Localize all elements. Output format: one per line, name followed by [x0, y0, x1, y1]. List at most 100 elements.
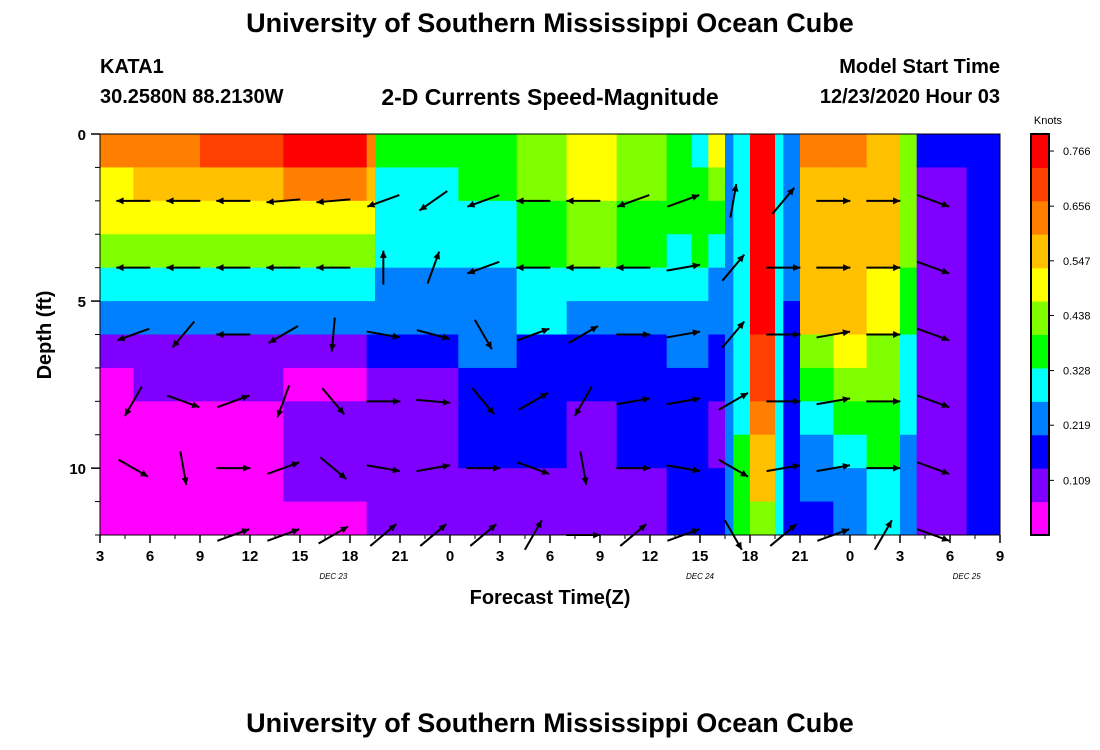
heatmap-cell	[725, 200, 734, 235]
current-vector	[116, 264, 151, 272]
heatmap-cell	[916, 367, 968, 402]
heatmap-cell	[666, 234, 693, 269]
heatmap-cell	[666, 434, 693, 469]
current-vector	[766, 397, 801, 405]
heatmap-cell	[916, 301, 968, 336]
heatmap-cell	[133, 334, 201, 369]
current-vector	[319, 456, 347, 480]
current-vector	[166, 264, 201, 272]
heatmap-cell	[916, 134, 968, 169]
heatmap-cell	[800, 134, 834, 169]
heatmap-cell	[616, 134, 668, 169]
heatmap-cell	[366, 267, 376, 302]
current-vector	[616, 464, 651, 472]
current-vector	[517, 327, 550, 342]
current-vector	[416, 329, 451, 341]
heatmap-cell	[775, 334, 784, 369]
heatmap-cell	[666, 468, 693, 503]
x-date-label: DEC 23	[319, 572, 348, 581]
current-vector	[573, 386, 593, 417]
heatmap-cell	[800, 234, 834, 269]
heatmap-cell	[375, 134, 459, 169]
heatmap-cell	[966, 334, 1000, 369]
colorbar-swatch	[1031, 468, 1049, 503]
heatmap-cell	[200, 401, 284, 436]
current-vector	[266, 198, 301, 206]
heatmap-cell	[775, 501, 784, 535]
heatmap-cell	[800, 367, 834, 402]
heatmap-cell	[566, 501, 618, 535]
heatmap-cell	[666, 267, 693, 302]
heatmap-cell	[833, 367, 868, 402]
heatmap-cell	[775, 401, 784, 436]
heatmap-cell	[133, 267, 201, 302]
current-vector	[917, 194, 950, 208]
heatmap-cell	[283, 468, 368, 503]
colorbar-frame	[1030, 133, 1050, 536]
current-vector	[467, 194, 500, 208]
current-vector	[518, 391, 549, 411]
current-vector	[666, 396, 701, 406]
current-vector	[419, 523, 447, 547]
heatmap-cell	[800, 401, 834, 436]
current-vector	[473, 319, 493, 350]
station-coordinates: 30.2580N 88.2130W	[100, 86, 284, 108]
colorbar-tick-label: 0.766	[1063, 146, 1091, 158]
heatmap-cell	[708, 367, 726, 402]
current-vector	[379, 250, 387, 285]
heatmap-cell	[666, 367, 693, 402]
current-vector	[721, 320, 746, 349]
current-vector	[866, 397, 901, 405]
heatmap-cell	[900, 134, 918, 169]
heatmap-cell	[750, 200, 776, 235]
heatmap-cell	[458, 367, 518, 402]
heatmap-cell	[708, 200, 726, 235]
heatmap-cell	[200, 501, 284, 535]
heatmap-cell	[666, 167, 693, 202]
heatmap-cell	[283, 367, 368, 402]
heatmap-cell	[666, 200, 693, 235]
heatmap-cell	[833, 167, 868, 202]
heatmap-cell	[616, 267, 668, 302]
heatmap-cell	[100, 501, 134, 535]
current-vector	[617, 194, 650, 208]
current-vector	[318, 525, 349, 545]
current-vector	[329, 317, 336, 352]
current-vector	[666, 262, 701, 272]
current-vectors	[116, 183, 950, 551]
colorbar-tick-label: 0.109	[1063, 475, 1091, 487]
heatmap-cell	[516, 167, 568, 202]
current-vector	[667, 194, 700, 208]
colorbar-swatch	[1031, 334, 1049, 369]
heatmap-cell	[783, 468, 801, 503]
heatmap-cell	[200, 167, 284, 202]
heatmap-cell	[133, 501, 201, 535]
current-vector	[416, 398, 451, 406]
colorbar: Knots 0.109 0.219 0.328 0.438 0.547 0.656 0.76…	[1030, 115, 1091, 536]
heatmap-cell	[616, 301, 668, 336]
heatmap-cell	[800, 334, 834, 369]
colorbar-unit: Knots	[1034, 115, 1063, 127]
heatmap-cell	[783, 401, 801, 436]
heatmap-cell	[283, 301, 368, 336]
heatmap-cell	[100, 200, 134, 235]
x-tick-label: 0	[846, 548, 854, 565]
x-tick-label: 9	[196, 548, 204, 565]
heatmap-cell	[900, 234, 918, 269]
heatmap-cell	[866, 401, 901, 436]
heatmap-cell	[200, 367, 284, 402]
x-tick-label: 12	[642, 548, 659, 565]
y-axis-label: Depth (ft)	[34, 291, 56, 380]
heatmap-cell	[283, 334, 368, 369]
y-tick-label: 5	[78, 294, 86, 311]
colorbar-tick-label: 0.328	[1063, 366, 1091, 378]
heatmap-cell	[916, 501, 968, 535]
heatmap-cell	[966, 434, 1000, 469]
heatmap-cell	[616, 434, 668, 469]
current-vector	[523, 519, 543, 551]
heatmap-cell	[833, 134, 868, 169]
heatmap-cell	[100, 301, 134, 336]
heatmap-cell	[100, 434, 134, 469]
heatmap-cell	[783, 434, 801, 469]
current-vector	[566, 531, 601, 539]
